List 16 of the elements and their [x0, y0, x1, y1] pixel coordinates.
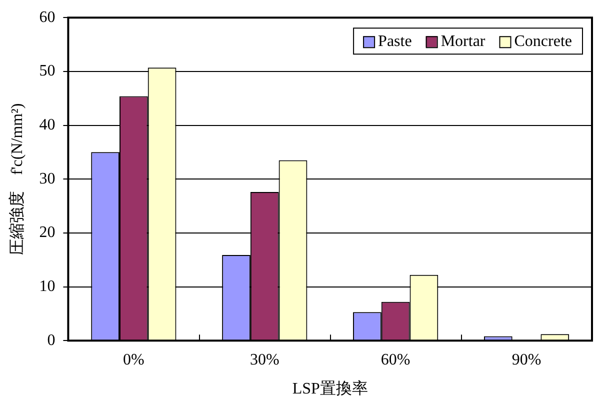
x-tick-label: 90% — [512, 351, 542, 368]
x-tick-label: 0% — [123, 351, 144, 368]
legend-label: Mortar — [440, 32, 486, 50]
y-tick-label: 10 — [39, 278, 56, 295]
x-tick-label: 60% — [380, 351, 410, 368]
legend-label: Paste — [378, 32, 412, 50]
y-tick-label: 60 — [39, 8, 56, 26]
x-axis-title: LSP置換率 — [292, 380, 368, 398]
y-tick-label: 0 — [47, 332, 56, 349]
y-tick-label: 20 — [39, 224, 56, 242]
x-tick-label: 30% — [250, 351, 280, 368]
y-tick-label: 50 — [39, 62, 56, 80]
y-axis-title: 圧縮強度 f'c(N/mm²) — [8, 103, 26, 255]
y-tick-label: 40 — [39, 116, 56, 134]
y-tick-label: 30 — [39, 170, 56, 188]
legend-label: Concrete — [514, 32, 572, 50]
